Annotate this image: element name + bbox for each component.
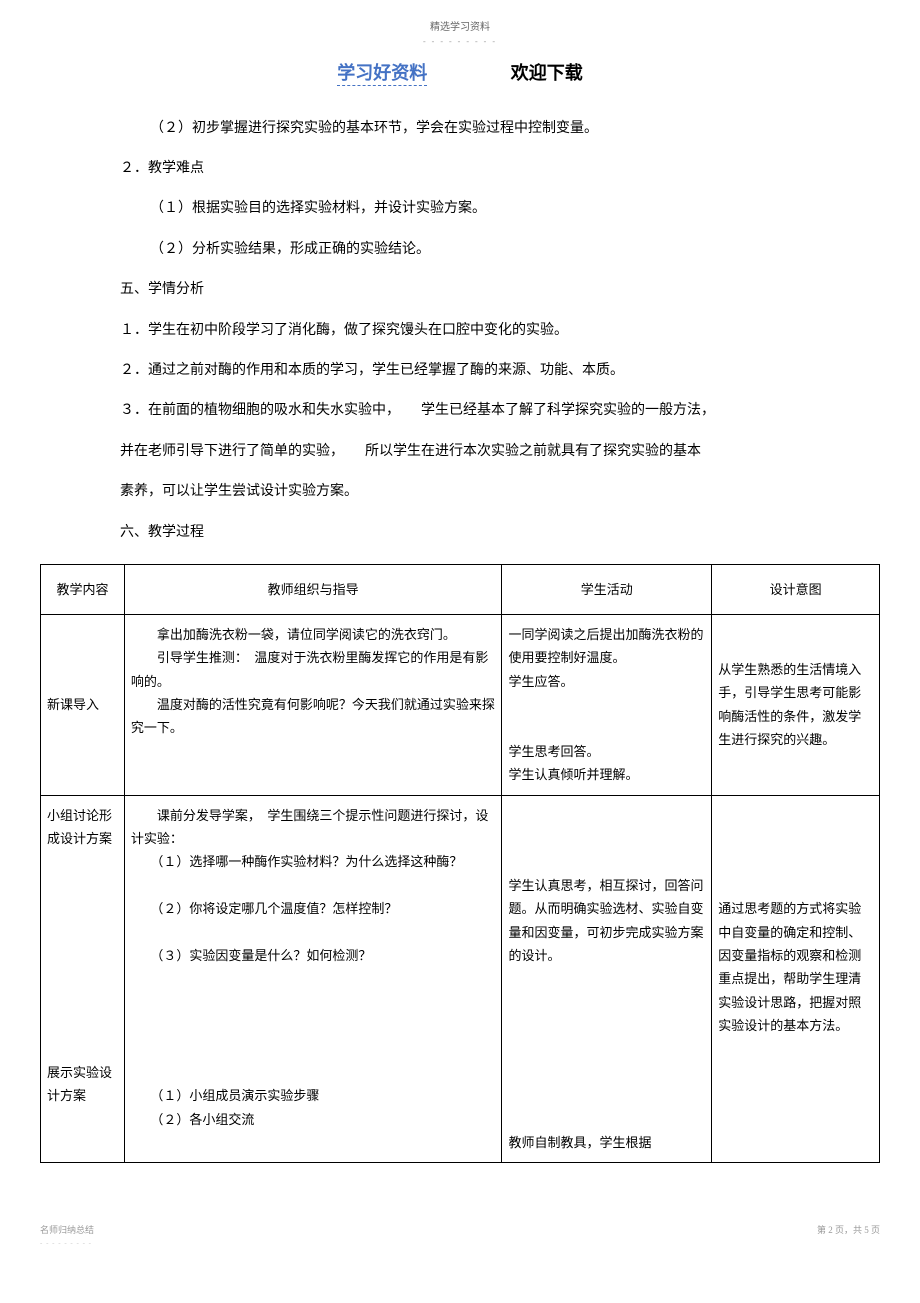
paragraph: 素养，可以让学生尝试设计实验方案。: [120, 481, 800, 503]
paragraph: ２．通过之前对酶的作用和本质的学习，学生已经掌握了酶的来源、功能、本质。: [120, 360, 800, 382]
paragraph: （２）分析实验结果，形成正确的实验结论。: [120, 239, 800, 261]
table-row: 小组讨论形成设计方案 展示实验设计方案 课前分发导学案， 学生围绕三个提示性问题…: [41, 795, 880, 1163]
title-left: 学习好资料: [337, 63, 427, 86]
table-cell: 从学生熟悉的生活情境入手，引导学生思考可能影响酶活性的条件，激发学生进行探究的兴…: [712, 614, 880, 795]
paragraph: 五、学情分析: [120, 279, 800, 301]
footer-right: 第 2 页，共 5 页: [817, 1223, 880, 1249]
cell-line: 课前分发导学案， 学生围绕三个提示性问题进行探讨，设计实验：: [131, 804, 496, 851]
cell-line: （１）选择哪一种酶作实验材料？为什么选择这种酶？: [131, 850, 496, 873]
cell-line: 学生应答。: [508, 670, 705, 693]
title-row: 学习好资料 欢迎下载: [40, 59, 880, 88]
paragraph: （１）根据实验目的选择实验材料，并设计实验方案。: [120, 198, 800, 220]
header-small-text: 精选学习资料: [40, 20, 880, 36]
cell-line: 教师自制教具，学生根据: [508, 1131, 705, 1154]
table-cell: 学生认真思考，相互探讨，回答问题。从而明确实验选材、实验自变量和因变量，可初步完…: [502, 795, 712, 1163]
table-cell: 一同学阅读之后提出加酶洗衣粉的使用要控制好温度。 学生应答。 学生思考回答。 学…: [502, 614, 712, 795]
cell-line: 一同学阅读之后提出加酶洗衣粉的使用要控制好温度。: [508, 623, 705, 670]
cell-line: 学生认真倾听并理解。: [508, 763, 705, 786]
paragraph: ２．教学难点: [120, 158, 800, 180]
teaching-table: 教学内容 教师组织与指导 学生活动 设计意图 新课导入 拿出加酶洗衣粉一袋，请位…: [40, 564, 880, 1164]
footer: 名师归纳总结 - - - - - - - - - 第 2 页，共 5 页: [40, 1223, 880, 1249]
table-cell: 通过思考题的方式将实验中自变量的确定和控制、因变量指标的观察和检测重点提出，帮助…: [712, 795, 880, 1163]
paragraph: １．学生在初中阶段学习了消化酶，做了探究馒头在口腔中变化的实验。: [120, 320, 800, 342]
cell-line: 学生认真思考，相互探讨，回答问题。从而明确实验选材、实验自变量和因变量，可初步完…: [508, 874, 705, 968]
content-area: （２）初步掌握进行探究实验的基本环节，学会在实验过程中控制变量。 ２．教学难点 …: [40, 118, 880, 544]
paragraph: （２）初步掌握进行探究实验的基本环节，学会在实验过程中控制变量。: [120, 118, 800, 140]
table-header: 学生活动: [502, 564, 712, 614]
cell-line: （２）你将设定哪几个温度值？怎样控制？: [131, 897, 496, 920]
cell-line: （２）各小组交流: [131, 1108, 496, 1131]
cell-line: 学生思考回答。: [508, 740, 705, 763]
cell-line: 温度对酶的活性究竟有何影响呢？今天我们就通过实验来探究一下。: [131, 693, 496, 740]
table-header-row: 教学内容 教师组织与指导 学生活动 设计意图: [41, 564, 880, 614]
paragraph: 并在老师引导下进行了简单的实验， 所以学生在进行本次实验之前就具有了探究实验的基…: [120, 441, 800, 463]
table-cell: 拿出加酶洗衣粉一袋，请位同学阅读它的洗衣窍门。 引导学生推测： 温度对于洗衣粉里…: [124, 614, 502, 795]
table-cell: 课前分发导学案， 学生围绕三个提示性问题进行探讨，设计实验： （１）选择哪一种酶…: [124, 795, 502, 1163]
footer-left: 名师归纳总结 - - - - - - - - -: [40, 1223, 94, 1249]
table-header: 教学内容: [41, 564, 125, 614]
table-row: 新课导入 拿出加酶洗衣粉一袋，请位同学阅读它的洗衣窍门。 引导学生推测： 温度对…: [41, 614, 880, 795]
table-header: 设计意图: [712, 564, 880, 614]
cell-line: 通过思考题的方式将实验中自变量的确定和控制、因变量指标的观察和检测重点提出，帮助…: [718, 897, 873, 1037]
table-header: 教师组织与指导: [124, 564, 502, 614]
footer-left-text: 名师归纳总结: [40, 1223, 94, 1237]
footer-dots: - - - - - - - - -: [40, 1238, 94, 1249]
table-cell: 新课导入: [41, 614, 125, 795]
cell-line: 小组讨论形成设计方案: [47, 804, 118, 851]
cell-line: 引导学生推测： 温度对于洗衣粉里酶发挥它的作用是有影响的。: [131, 646, 496, 693]
cell-line: （３）实验因变量是什么？如何检测？: [131, 944, 496, 967]
cell-line: 拿出加酶洗衣粉一袋，请位同学阅读它的洗衣窍门。: [131, 623, 496, 646]
paragraph: ３．在前面的植物细胞的吸水和失水实验中， 学生已经基本了解了科学探究实验的一般方…: [120, 400, 800, 422]
cell-line: 展示实验设计方案: [47, 1061, 118, 1108]
cell-line: （１）小组成员演示实验步骤: [131, 1084, 496, 1107]
header-dots: - - - - - - - - -: [40, 36, 880, 49]
paragraph: 六、教学过程: [120, 522, 800, 544]
table-cell: 小组讨论形成设计方案 展示实验设计方案: [41, 795, 125, 1163]
title-right: 欢迎下载: [511, 63, 583, 83]
